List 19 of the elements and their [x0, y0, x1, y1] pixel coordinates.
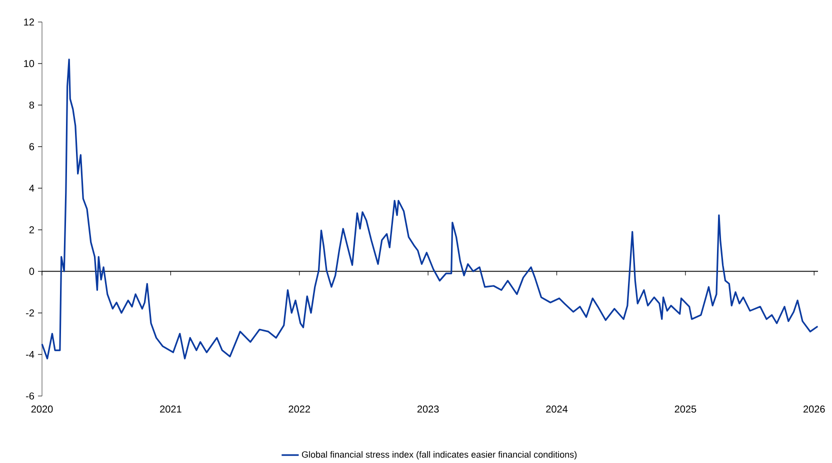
- x-tick-label: 2026: [804, 406, 825, 413]
- x-tick-label: 2020: [31, 406, 53, 413]
- y-tick-label: 0: [29, 268, 34, 275]
- y-tick-label: 8: [29, 102, 34, 109]
- y-tick-label: 12: [24, 18, 34, 26]
- y-tick-label: -4: [26, 351, 34, 358]
- line-series: [41, 58, 818, 360]
- x-tick-label: 2024: [546, 406, 568, 413]
- y-tick-label: 6: [29, 143, 34, 150]
- x-tick-label: 2023: [417, 406, 439, 413]
- x-tick-label: 2022: [288, 406, 310, 413]
- x-tick-label: 2021: [160, 406, 182, 413]
- y-tick-label: -6: [26, 392, 34, 400]
- y-tick-label: 10: [24, 60, 34, 68]
- y-tick-label: 2: [29, 226, 34, 234]
- x-tick-label: 2025: [674, 406, 696, 413]
- legend-label: Global financial stress index (fall indicates easier financial conditions): [302, 451, 577, 460]
- y-tick-label: 4: [29, 184, 34, 192]
- y-tick-label: -2: [26, 309, 34, 316]
